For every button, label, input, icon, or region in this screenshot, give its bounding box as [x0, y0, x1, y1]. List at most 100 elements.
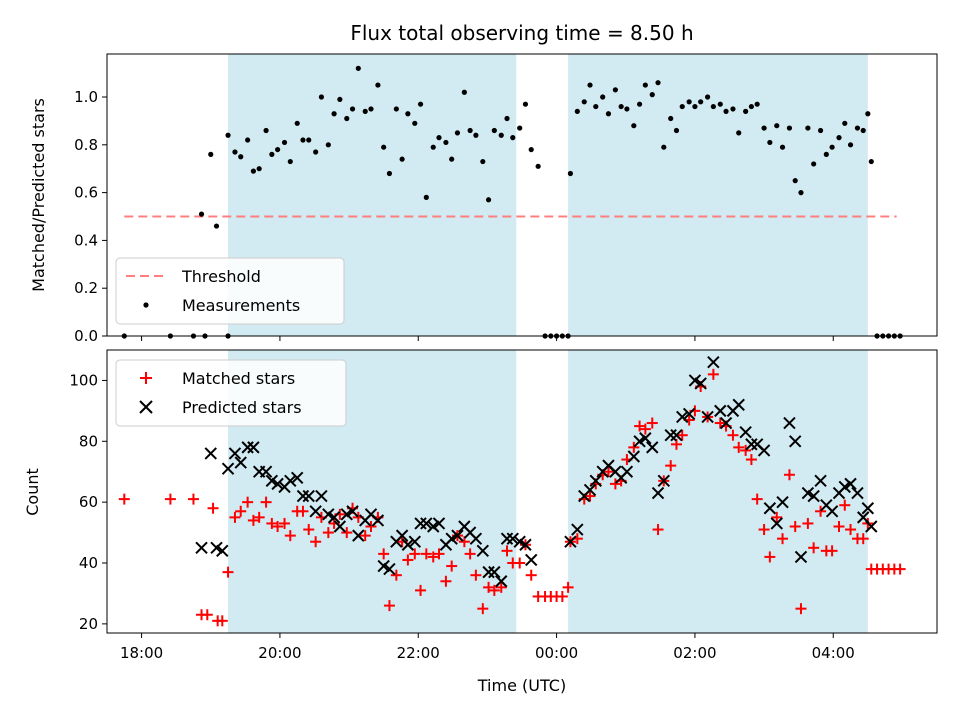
predicted-star-point	[451, 529, 464, 542]
predicted-star-point	[383, 562, 396, 576]
measurement-point	[412, 120, 418, 126]
predicted-star-point	[469, 532, 483, 545]
matched-star-point	[857, 533, 869, 545]
bottom-y-axis-label: Count	[23, 468, 42, 516]
measurement-point	[417, 101, 424, 107]
measurement-point	[704, 94, 711, 100]
measurement-point	[868, 158, 874, 165]
measurement-point	[313, 149, 319, 155]
measurement-point	[679, 103, 685, 110]
predicted-star-point	[513, 535, 526, 548]
predicted-star-point	[670, 428, 683, 442]
x-axis-label: Time (UTC)	[477, 676, 566, 695]
predicted-star-point	[694, 377, 707, 390]
matched-star-point	[525, 569, 537, 581]
top-axes-frame	[106, 53, 938, 337]
predicted-star-point	[495, 575, 508, 588]
predicted-star-point	[525, 553, 538, 567]
x-tick-label: 02:00	[673, 644, 716, 662]
matched-star-point	[584, 490, 596, 502]
measurement-point	[449, 156, 455, 162]
legend-measurements-label: Measurements	[182, 296, 300, 315]
predicted-star-point	[646, 441, 659, 454]
matched-star-point	[783, 469, 795, 481]
matched-star-point	[562, 581, 574, 593]
predicted-star-point	[445, 532, 458, 545]
measurement-point	[306, 137, 312, 143]
predicted-star-point	[291, 471, 304, 485]
matched-star-point	[477, 603, 489, 615]
matched-star-point	[253, 511, 265, 523]
predicted-star-point	[210, 541, 223, 555]
measurement-point	[349, 106, 356, 112]
predicted-star-point	[583, 483, 597, 497]
matched-star-point	[556, 590, 568, 602]
predicted-star-point	[701, 410, 714, 424]
measurement-point	[362, 108, 368, 114]
matched-star-point	[808, 542, 820, 554]
matched-star-point	[260, 496, 272, 508]
matched-star-point	[242, 496, 254, 508]
measurement-point	[710, 103, 716, 110]
y-tick-label: 0.6	[74, 184, 98, 202]
measurement-point	[399, 156, 405, 162]
matched-star-point	[420, 548, 432, 560]
matched-star-point	[714, 417, 726, 429]
predicted-star-point	[371, 514, 385, 527]
measurement-point	[686, 99, 692, 105]
predicted-star-point	[589, 474, 602, 488]
matched-star-point	[501, 545, 513, 557]
predicted-star-point	[234, 456, 247, 469]
measurement-point	[208, 151, 214, 157]
measurement-point	[294, 120, 300, 126]
predicted-star-point	[682, 407, 696, 421]
predicted-star-point	[488, 565, 501, 579]
y-tick-label: 100	[69, 371, 98, 389]
matched-star-point	[201, 609, 213, 621]
top-y-axis-label: Matched/Predicted stars	[29, 98, 48, 292]
measurement-point	[860, 127, 866, 134]
matched-star-point	[415, 584, 427, 596]
predicted-star-point	[500, 532, 514, 545]
measurement-point	[381, 144, 387, 150]
predicted-star-point	[216, 544, 229, 558]
bottom-legend-box	[115, 359, 347, 427]
ratio-panel: 0.0 0.2 0.4 0.6 0.8 1.0 Matched/Predicted sta…	[29, 53, 938, 345]
predicted-star-point	[688, 374, 702, 387]
measurement-point	[692, 103, 698, 110]
predicted-star-point	[346, 505, 359, 518]
top-x-ticks	[141, 336, 834, 341]
top-legend: Threshold Measurements	[115, 257, 345, 325]
predicted-stars-points	[195, 355, 878, 588]
matched-star-point	[118, 493, 130, 505]
measurement-point	[786, 125, 793, 131]
matched-star-point	[266, 517, 278, 529]
matched-star-point	[297, 505, 309, 517]
measurement-point	[774, 123, 780, 129]
matched-star-point	[727, 429, 739, 441]
matched-star-point	[777, 533, 789, 545]
predicted-star-point	[259, 465, 273, 478]
measurement-point	[605, 111, 612, 117]
matched-star-point	[733, 441, 745, 453]
matched-star-point	[826, 545, 838, 557]
measurement-point	[275, 146, 281, 153]
measurement-point	[624, 106, 630, 112]
matched-star-point	[740, 444, 752, 456]
predicted-star-point	[745, 438, 758, 451]
x-tick-label: 00:00	[535, 644, 578, 662]
top-legend-box	[115, 257, 345, 325]
measurement-point	[318, 94, 325, 100]
measurement-point	[287, 158, 293, 165]
matched-star-point	[272, 520, 284, 532]
predicted-star-point	[707, 355, 720, 369]
predicted-star-point	[757, 444, 771, 457]
measurement-point	[467, 127, 473, 134]
predicted-star-point	[221, 462, 235, 475]
measurement-point	[631, 123, 637, 129]
matched-star-point	[207, 502, 219, 514]
measurement-point	[281, 139, 288, 146]
y-tick-label: 0.8	[74, 136, 98, 154]
measurement-point	[761, 125, 767, 131]
matched-star-point	[839, 499, 851, 511]
